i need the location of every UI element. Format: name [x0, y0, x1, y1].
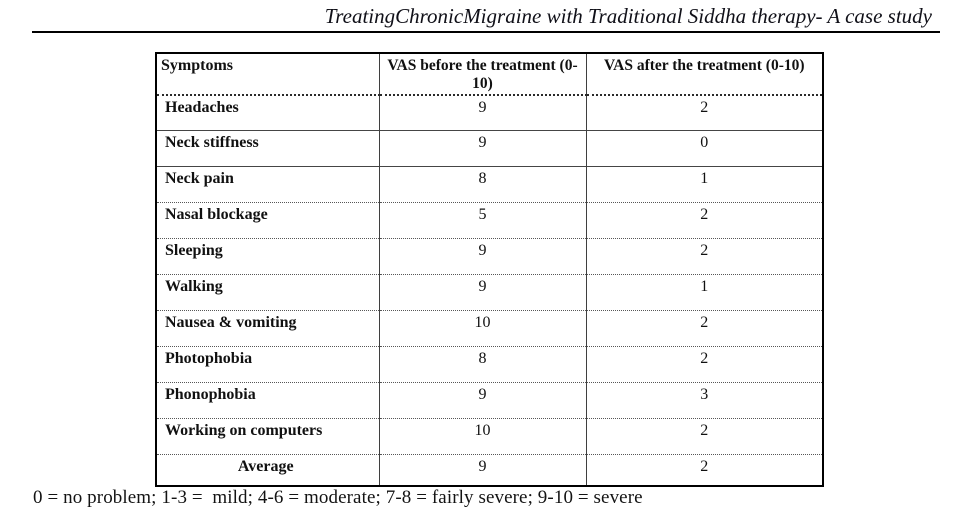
vas-after-cell: 0: [585, 130, 823, 167]
vas-before-cell: 8: [378, 166, 586, 203]
vas-scale-legend: 0 = no problem; 1-3 = mild; 4-6 = modera…: [33, 487, 643, 508]
vas-before-cell: 9: [378, 238, 586, 275]
table-row: Phonophobia 9 3: [156, 382, 823, 419]
symptom-cell: Working on computers: [165, 422, 323, 440]
table-row: Photophobia 8 2: [156, 346, 823, 383]
column-header-vas-after: VAS after the treatment (0-10): [585, 53, 823, 96]
table-row: Nausea & vomiting 10 2: [156, 310, 823, 347]
table-row: Sleeping 9 2: [156, 238, 823, 275]
vas-after-cell: 2: [585, 418, 823, 455]
vas-after-cell: 1: [585, 166, 823, 203]
average-before-cell: 9: [378, 454, 586, 486]
symptom-cell: Headaches: [165, 98, 239, 116]
vas-scores-table: Symptoms VAS before the treatment (0-10)…: [155, 52, 824, 487]
vas-after-cell: 1: [585, 274, 823, 311]
vas-before-cell: 8: [378, 346, 586, 383]
vas-before-cell: 9: [378, 94, 586, 131]
symptom-cell: Photophobia: [165, 350, 253, 368]
symptom-cell: Nausea & vomiting: [165, 314, 297, 332]
column-header-symptoms: Symptoms: [156, 53, 379, 96]
vas-before-cell: 9: [378, 382, 586, 419]
symptom-cell: Phonophobia: [165, 386, 256, 404]
vas-before-cell: 9: [378, 274, 586, 311]
table-row: Neck pain 8 1: [156, 166, 823, 203]
symptom-cell: Neck stiffness: [165, 134, 259, 152]
symptom-cell: Neck pain: [165, 170, 234, 188]
table-row: Headaches 9 2: [156, 94, 823, 131]
table-row: Walking 9 1: [156, 274, 823, 311]
table-header-row: Symptoms VAS before the treatment (0-10)…: [156, 53, 823, 96]
vas-after-cell: 2: [585, 94, 823, 131]
table-row: Nasal blockage 5 2: [156, 202, 823, 239]
vas-after-cell: 2: [585, 202, 823, 239]
table-row: Neck stiffness 9 0: [156, 130, 823, 167]
average-label-cell: Average: [237, 458, 294, 476]
vas-before-cell: 10: [378, 418, 586, 455]
symptom-cell: Nasal blockage: [165, 206, 268, 224]
vas-after-cell: 2: [585, 310, 823, 347]
table-row: Working on computers 10 2: [156, 418, 823, 455]
title-rule-divider: [32, 31, 940, 34]
symptom-cell: Sleeping: [165, 242, 223, 260]
average-after-cell: 2: [585, 454, 823, 486]
vas-before-cell: 10: [378, 310, 586, 347]
vas-after-cell: 2: [585, 346, 823, 383]
vas-after-cell: 2: [585, 238, 823, 275]
symptom-cell: Walking: [165, 278, 223, 296]
vas-before-cell: 9: [378, 130, 586, 167]
average-row: Average 9 2: [156, 454, 823, 486]
vas-after-cell: 3: [585, 382, 823, 419]
column-header-vas-before: VAS before the treatment (0-10): [378, 53, 586, 96]
page-title: TreatingChronicMigraine with Traditional…: [324, 4, 932, 28]
vas-before-cell: 5: [378, 202, 586, 239]
